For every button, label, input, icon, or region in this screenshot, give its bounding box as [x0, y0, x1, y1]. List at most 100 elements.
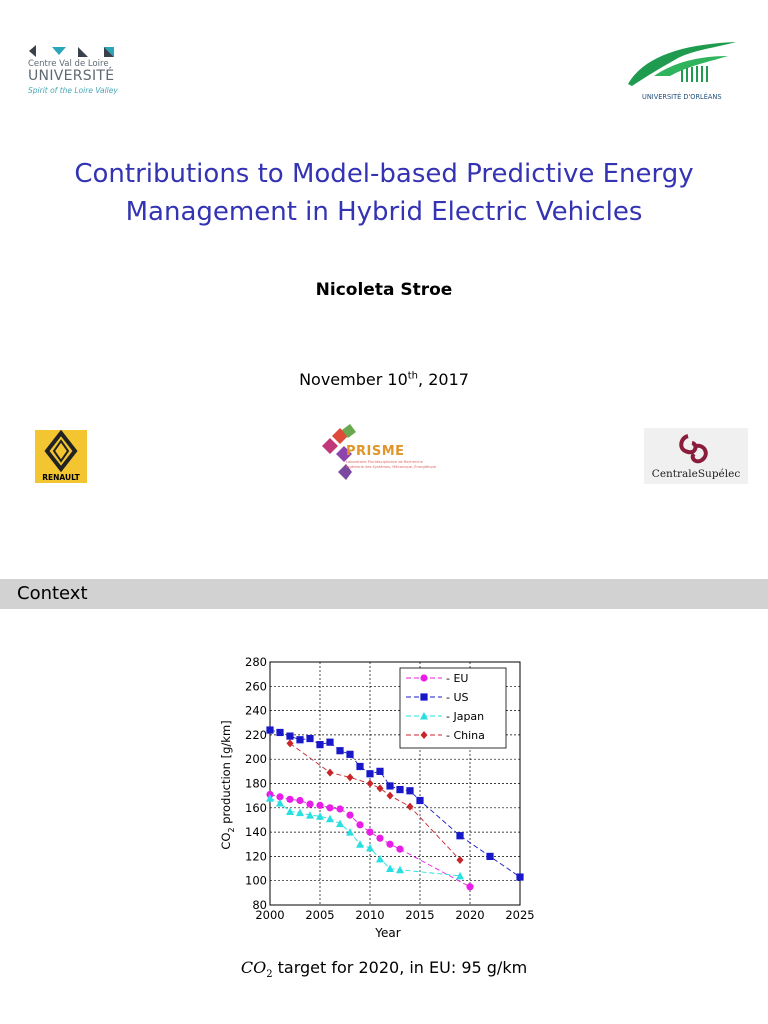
y-tick-label: 260 — [245, 679, 267, 693]
data-point — [366, 843, 374, 852]
data-point — [386, 782, 394, 790]
prisme-subtitle-1: Laboratoire Pluridisciplinaire de Recher… — [346, 460, 423, 464]
data-point — [346, 811, 354, 819]
universite-orleans-logo: UNIVERSITÉ D'ORLÉANS — [624, 36, 740, 104]
data-point — [306, 800, 314, 808]
data-point — [276, 728, 284, 737]
legend-item-eu: - EU — [406, 672, 468, 685]
x-axis-label: Year — [374, 926, 400, 940]
data-point — [326, 814, 334, 823]
y-tick-label: 240 — [245, 704, 267, 718]
legend-item-china: - China — [406, 729, 485, 742]
prisme-logo: PRISME Laboratoire Pluridisciplinaire de… — [318, 424, 436, 482]
data-point — [516, 873, 524, 881]
data-point — [286, 807, 294, 815]
data-point — [406, 802, 414, 811]
legend-label: - China — [446, 729, 485, 742]
date-main: November 10 — [299, 370, 408, 389]
data-point — [420, 731, 428, 739]
frame-title: Context — [17, 583, 88, 604]
series-eu — [266, 790, 474, 891]
data-point — [306, 811, 314, 819]
data-point — [326, 804, 334, 812]
date-suffix: th — [407, 370, 419, 382]
data-point — [296, 736, 304, 744]
caption-math-main: CO — [240, 958, 267, 977]
data-point — [386, 791, 394, 800]
data-point — [306, 734, 314, 743]
chart-series — [266, 726, 524, 891]
legend-item-us: - US — [406, 691, 469, 704]
frame-title-bar: Context — [0, 579, 768, 609]
data-point — [266, 794, 274, 802]
data-point — [346, 828, 354, 836]
co2-chart: 2000 2005 2010 2015 2020 2025 80 100 120 140 160 18… — [219, 655, 535, 940]
legend-label: - Japan — [446, 710, 484, 723]
y-tick-label: 280 — [245, 655, 267, 669]
y-tick-label: 200 — [245, 752, 267, 766]
orleans-wave-icon — [628, 42, 736, 86]
chart-legend: - EU - US - Japan - China — [399, 667, 507, 749]
y-tick-label: 180 — [245, 777, 267, 791]
data-point — [316, 741, 324, 749]
data-point — [396, 845, 404, 853]
data-point — [456, 871, 464, 880]
data-point — [376, 834, 384, 842]
data-point — [366, 828, 374, 836]
data-point — [276, 793, 284, 801]
series-japan — [266, 794, 464, 880]
presentation-title: Contributions to Model-based Predictive … — [0, 155, 768, 231]
presentation-date: November 10th, 2017 — [0, 370, 768, 389]
renault-diamond-icon — [44, 429, 78, 473]
data-point — [386, 864, 394, 873]
data-point — [276, 798, 284, 807]
data-point — [296, 808, 304, 817]
date-year: , 2017 — [418, 370, 469, 389]
data-point — [286, 795, 294, 803]
chart-ticks: 2000 2005 2010 2015 2020 2025 80 100 120 140 160 18… — [245, 655, 535, 922]
centralesupelec-logo: CentraleSupélec — [644, 428, 748, 484]
data-point — [456, 832, 464, 840]
data-point — [386, 840, 394, 848]
caption-text: target for 2020, in EU: 95 g/km — [272, 958, 528, 977]
y-tick-label: 100 — [245, 874, 267, 888]
legend-label: - US — [446, 691, 469, 704]
data-point — [286, 739, 294, 748]
data-point — [316, 801, 324, 809]
data-point — [326, 738, 334, 746]
data-point — [316, 812, 324, 820]
data-point — [326, 768, 334, 777]
renault-logo: RENAULT — [35, 429, 87, 483]
author-name: Nicoleta Stroe — [315, 280, 453, 300]
data-point — [376, 767, 384, 775]
logo-line-3: Spirit of the Loire Valley — [28, 86, 118, 95]
data-point — [376, 784, 384, 793]
y-axis-label-main: CO — [219, 833, 233, 850]
data-point — [296, 796, 304, 805]
legend-box — [399, 667, 507, 749]
x-tick-label: 2025 — [505, 908, 534, 922]
data-point — [336, 819, 344, 828]
y-tick-label: 140 — [245, 825, 267, 839]
data-point — [266, 726, 274, 734]
x-tick-label: 2015 — [405, 908, 434, 922]
title-line-1: Contributions to Model-based Predictive … — [74, 159, 694, 189]
data-point — [396, 865, 404, 874]
data-point — [416, 796, 424, 805]
centrale-swirl-icon — [679, 434, 708, 464]
data-point — [366, 779, 374, 788]
data-point — [286, 732, 294, 740]
data-point — [376, 854, 384, 863]
x-tick-label: 2010 — [355, 908, 384, 922]
series-line — [269, 793, 471, 888]
orleans-caption: UNIVERSITÉ D'ORLÉANS — [642, 93, 722, 101]
caption-math-sub: 2 — [266, 969, 273, 981]
series-us — [266, 726, 524, 881]
centrale-name: CentraleSupélec — [651, 468, 741, 480]
data-point — [456, 856, 464, 865]
series-china — [286, 739, 464, 865]
data-point — [356, 762, 364, 771]
data-point — [406, 787, 414, 795]
y-tick-label: 220 — [245, 728, 267, 742]
data-point — [346, 773, 354, 782]
